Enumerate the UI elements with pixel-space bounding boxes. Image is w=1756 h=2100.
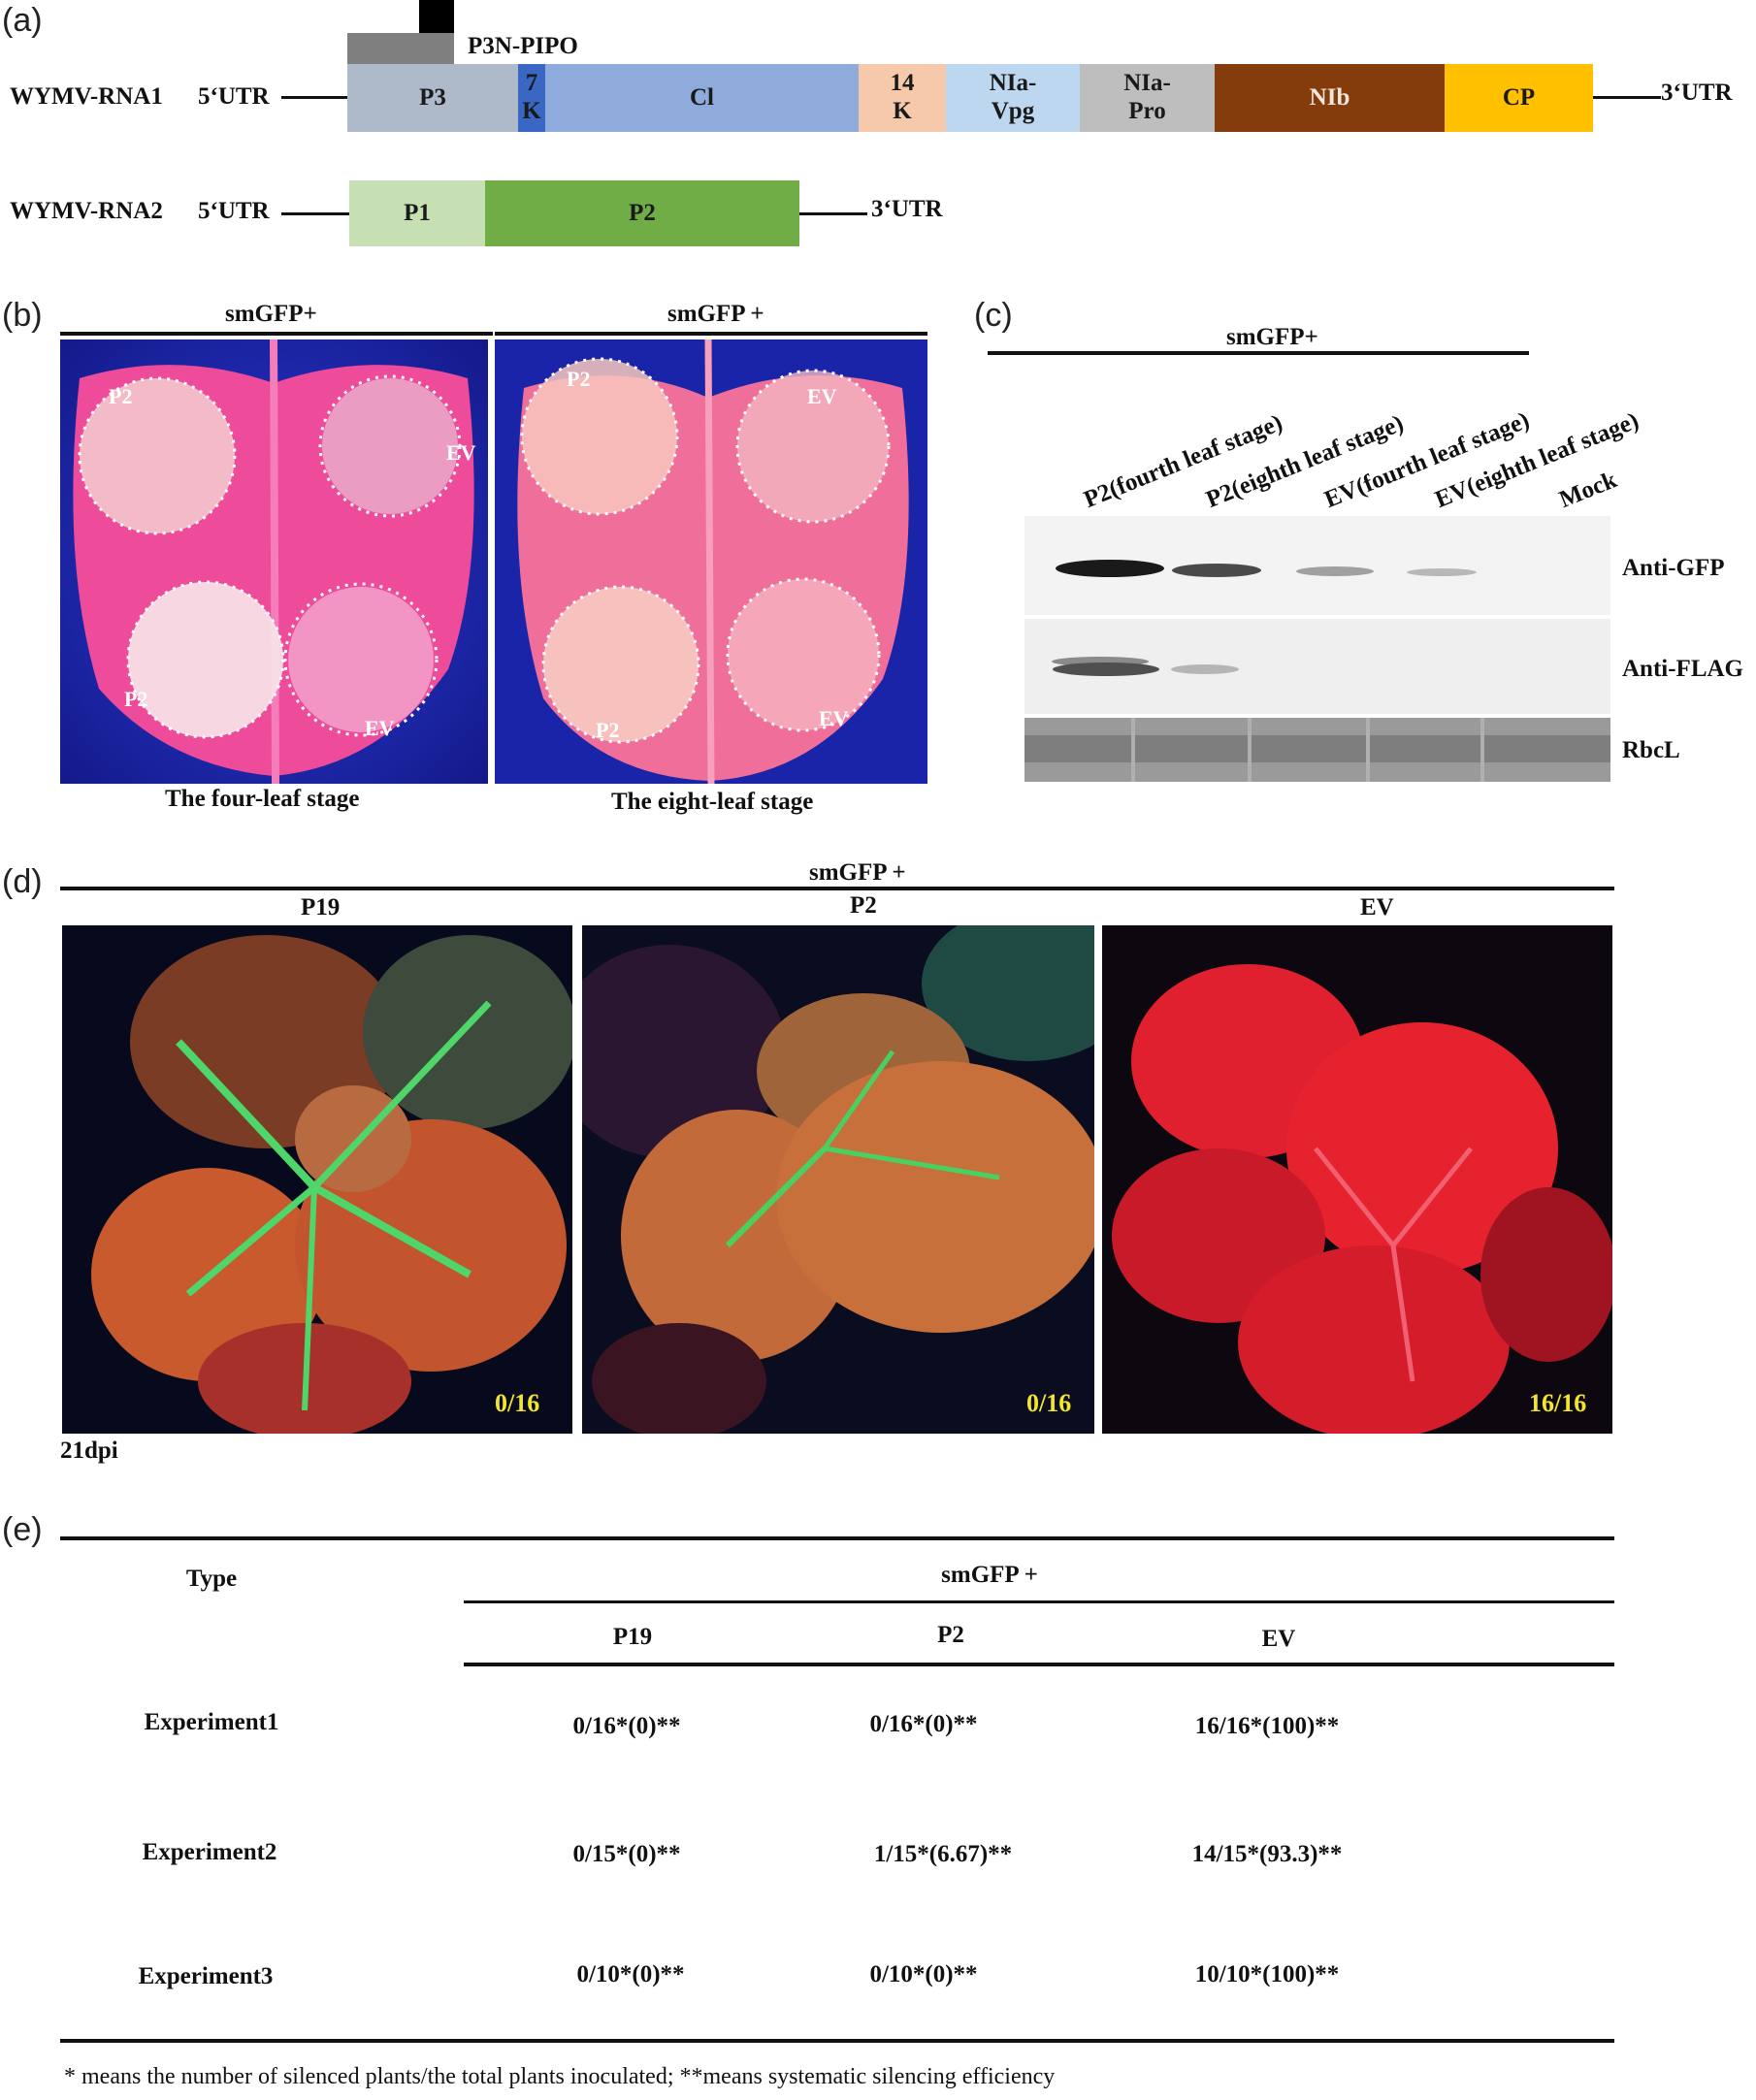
panel-b-letter: (b) [2, 297, 43, 334]
rna1-seg-nib: NIb [1215, 64, 1445, 132]
time-label-21dpi: 21dpi [60, 1438, 118, 1464]
table-group-header: smGFP + [941, 1562, 1038, 1588]
four-leaf-label-p2-bottom: P2 [124, 687, 148, 711]
panel-d-letter: (d) [2, 863, 43, 900]
four-leaf-caption: The four-leaf stage [165, 786, 360, 812]
table-header-rule [464, 1663, 1614, 1666]
table-cell-2-p19: 0/15*(0)** [572, 1841, 681, 1867]
table-cell-3-p19: 0/10*(0)** [576, 1961, 685, 1987]
rna2-utr3: 3‘UTR [871, 196, 943, 222]
panel-d-header-line [60, 887, 1614, 890]
rna1-utr5: 5‘UTR [198, 83, 270, 110]
panel-c-letter: (c) [974, 297, 1013, 334]
plant-photo-p19: 0/16 [62, 925, 572, 1434]
rna1-utr5-line [281, 96, 347, 99]
rna2-utr5: 5‘UTR [198, 198, 270, 224]
panel-c-header-line [988, 351, 1529, 355]
table-cell-1-ev: 16/16*(100)** [1194, 1713, 1340, 1739]
table-row-name-2: Experiment2 [142, 1839, 277, 1865]
table-cell-3-ev: 10/10*(100)** [1194, 1961, 1340, 1987]
photo-title-p19: P19 [301, 894, 341, 921]
lane-label-4: EV(eighth leaf stage) [1431, 407, 1642, 514]
table-bottom-rule [60, 2039, 1614, 2043]
anti-gfp-label: Anti-GFP [1622, 555, 1725, 581]
table-cell-2-p2: 1/15*(6.67)** [873, 1841, 1013, 1867]
four-leaf-label-ev-bottom: EV [365, 716, 395, 740]
pipo-label: P3N-PIPO [468, 33, 578, 59]
table-col-header-p19: P19 [612, 1624, 653, 1650]
ratio-p19: 0/16 [495, 1389, 540, 1417]
table-cell-1-p2: 0/16*(0)** [869, 1711, 978, 1737]
table-col-header-p2: P2 [937, 1622, 964, 1648]
rna2-utr5-line [281, 212, 349, 215]
rbcl-label: RbcL [1622, 737, 1680, 763]
pipo-black-bar [419, 0, 454, 33]
table-type-header: Type [185, 1566, 238, 1592]
four-leaf-label-ev-top: EV [446, 440, 476, 465]
panel-d-header: smGFP + [809, 859, 906, 886]
rna1-seg-7k: 7 K [518, 64, 545, 132]
panel-e-letter: (e) [2, 1511, 43, 1548]
rna1-seg-cp: CP [1445, 64, 1593, 132]
panel-b-left-header-line [60, 332, 493, 336]
photo-title-p2: P2 [850, 892, 877, 919]
rna1-seg-14k: 14 K [859, 64, 946, 132]
table-top-rule [60, 1536, 1614, 1540]
table-group-rule [464, 1600, 1614, 1603]
eight-leaf-label-p2-top: P2 [567, 367, 591, 391]
table-cell-3-p2: 0/10*(0)** [869, 1961, 978, 1987]
plant-photo-ev: 16/16 [1102, 925, 1612, 1434]
four-leaf-stage-photo: P2 EV P2 EV [60, 339, 488, 784]
rna1-utr3: 3‘UTR [1661, 80, 1733, 106]
rna2-utr3-line [799, 212, 867, 215]
eight-leaf-stage-photo: P2 EV P2 EV [495, 339, 927, 784]
lane-label-1: P2(fourth leaf stage) [1080, 409, 1286, 514]
panel-b-right-header: smGFP + [667, 301, 764, 327]
rna1-seg-nia-vpg: NIa- Vpg [946, 64, 1080, 132]
rna2-seg-p1: P1 [349, 180, 485, 246]
eight-leaf-label-ev-bottom: EV [819, 706, 849, 730]
table-footnote: * means the number of silenced plants/th… [64, 2064, 1056, 2089]
rna1-seg-p3: P3 [347, 64, 518, 132]
table-row-name-3: Experiment3 [138, 1963, 274, 1989]
rna1-seg-nia-pro: NIa- Pro [1080, 64, 1215, 132]
rbcl-blot [1024, 718, 1610, 782]
pipo-gray-bar [347, 33, 454, 64]
four-leaf-label-p2-top: P2 [109, 384, 133, 408]
rna1-utr3-line [1593, 96, 1661, 99]
ratio-p2: 0/16 [1026, 1389, 1072, 1417]
plant-photo-p2: 0/16 [582, 925, 1094, 1434]
table-cell-2-ev: 14/15*(93.3)** [1191, 1841, 1343, 1867]
table-row-name-1: Experiment1 [144, 1709, 279, 1735]
panel-b-left-header: smGFP+ [225, 301, 317, 327]
panel-c-header: smGFP+ [1226, 324, 1318, 350]
table-cell-1-p19: 0/16*(0)** [572, 1713, 681, 1739]
anti-gfp-blot [1024, 516, 1610, 615]
panel-a-letter: (a) [2, 2, 43, 39]
rna2-name: WYMV-RNA2 [10, 198, 163, 224]
rna1-seg-ci: Cl [545, 64, 859, 132]
anti-flag-blot [1024, 619, 1610, 714]
anti-flag-label: Anti-FLAG [1622, 656, 1743, 682]
ratio-ev: 16/16 [1529, 1389, 1587, 1417]
lane-label-5: Mock [1555, 467, 1621, 514]
rna1-name: WYMV-RNA1 [10, 83, 163, 110]
eight-leaf-label-ev-top: EV [807, 384, 837, 408]
rna2-seg-p2: P2 [485, 180, 799, 246]
photo-title-ev: EV [1360, 894, 1394, 921]
table-col-header-ev: EV [1261, 1626, 1296, 1652]
panel-b-right-header-line [495, 332, 927, 336]
eight-leaf-caption: The eight-leaf stage [611, 789, 814, 815]
eight-leaf-label-p2-bottom: P2 [596, 718, 620, 742]
